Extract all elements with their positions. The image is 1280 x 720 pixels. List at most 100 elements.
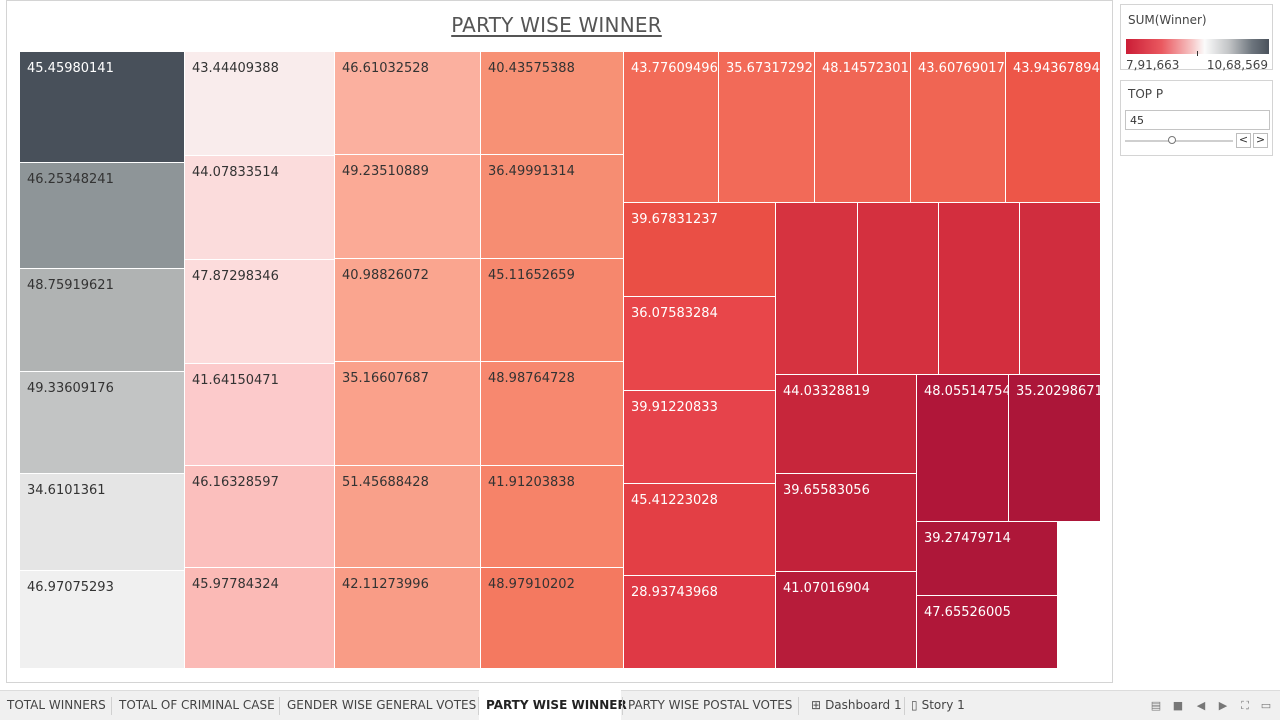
previous-sheet-icon[interactable]: ◀ bbox=[1196, 699, 1206, 712]
next-sheet-icon[interactable]: ▶ bbox=[1218, 699, 1228, 712]
sheet-tab[interactable]: ⊞ Dashboard 1 bbox=[805, 691, 903, 720]
treemap-tile[interactable]: 28.93743968 bbox=[624, 576, 776, 669]
treemap-tile[interactable]: 48.97910202 bbox=[481, 568, 624, 669]
tile-label: 47.87298346 bbox=[192, 269, 279, 284]
sheet-tab[interactable]: PARTY WISE WINNER bbox=[479, 690, 627, 720]
treemap-tile[interactable]: 43.60769017 bbox=[911, 52, 1006, 203]
treemap-tile[interactable]: 45.41223028 bbox=[624, 484, 776, 576]
increment-button[interactable]: > bbox=[1253, 133, 1268, 148]
treemap-tile[interactable]: 49.33609176 bbox=[20, 372, 185, 474]
treemap-tile[interactable] bbox=[939, 203, 1020, 375]
tile-label: 46.25348241 bbox=[27, 172, 114, 187]
filmstrip-icon[interactable]: ■ bbox=[1172, 699, 1184, 712]
sheet-tab[interactable]: TOTAL WINNERS bbox=[0, 691, 110, 720]
parameter-title: TOP P bbox=[1128, 87, 1164, 101]
device-preview-icon[interactable]: ▭ bbox=[1260, 699, 1272, 712]
treemap-tile[interactable] bbox=[858, 203, 939, 375]
parameter-control: TOP P < > bbox=[1120, 80, 1273, 156]
treemap-tile[interactable]: 43.94367894 bbox=[1006, 52, 1101, 203]
legend-gradient-bar bbox=[1126, 39, 1269, 54]
dashboard-icon: ⊞ bbox=[811, 698, 822, 712]
tile-label: 49.33609176 bbox=[27, 381, 114, 396]
sheet-tab-label: PARTY WISE POSTAL VOTES bbox=[628, 698, 793, 712]
treemap-tile[interactable] bbox=[776, 203, 858, 375]
legend-max-label: 10,68,569 bbox=[1206, 58, 1268, 72]
tile-label: 41.07016904 bbox=[783, 581, 870, 596]
tab-separator bbox=[279, 697, 280, 715]
tile-label: 35.20298671 bbox=[1016, 384, 1103, 399]
sheet-tab[interactable]: PARTY WISE POSTAL VOTES bbox=[621, 691, 797, 720]
treemap-tile[interactable]: 35.16607687 bbox=[335, 362, 481, 466]
treemap-tile[interactable]: 41.91203838 bbox=[481, 466, 624, 568]
tile-label: 46.97075293 bbox=[27, 580, 114, 595]
treemap-tile[interactable]: 35.67317292 bbox=[719, 52, 815, 203]
tile-label: 39.91220833 bbox=[631, 400, 718, 415]
treemap-tile[interactable]: 47.87298346 bbox=[185, 260, 335, 364]
tile-label: 39.65583056 bbox=[783, 483, 870, 498]
tile-label: 41.64150471 bbox=[192, 373, 279, 388]
treemap-tile[interactable] bbox=[1020, 203, 1101, 375]
sheet-tab[interactable]: ▯ Story 1 bbox=[905, 691, 975, 720]
treemap-tile[interactable]: 46.16328597 bbox=[185, 466, 335, 568]
tile-label: 42.11273996 bbox=[342, 577, 429, 592]
treemap-tile[interactable]: 36.49991314 bbox=[481, 155, 624, 259]
treemap-tile[interactable]: 48.05514754 bbox=[917, 375, 1011, 522]
tile-label: 39.27479714 bbox=[924, 531, 1011, 546]
treemap-tile[interactable]: 39.67831237 bbox=[624, 203, 776, 297]
treemap-tile[interactable]: 40.43575388 bbox=[481, 52, 624, 155]
treemap-tile[interactable]: 45.45980141 bbox=[20, 52, 185, 163]
sheet-tab-strip: TOTAL WINNERS TOTAL OF CRIMINAL CASE GENDE… bbox=[0, 690, 1280, 720]
decrement-button[interactable]: < bbox=[1236, 133, 1251, 148]
treemap-tile[interactable]: 49.23510889 bbox=[335, 155, 481, 259]
treemap-tile[interactable]: 46.25348241 bbox=[20, 163, 185, 269]
treemap-tile[interactable]: 46.97075293 bbox=[20, 571, 185, 669]
treemap-tile[interactable]: 45.11652659 bbox=[481, 259, 624, 362]
legend-title: SUM(Winner) bbox=[1128, 13, 1207, 27]
tile-label: 44.03328819 bbox=[783, 384, 870, 399]
parameter-value-input[interactable] bbox=[1125, 110, 1270, 130]
treemap-tile[interactable]: 41.07016904 bbox=[776, 572, 917, 669]
treemap-tile[interactable]: 43.77609496 bbox=[624, 52, 719, 203]
treemap-tile[interactable]: 35.20298671 bbox=[1009, 375, 1103, 522]
sheet-tab-label: Story 1 bbox=[921, 698, 965, 712]
sheet-tab-label: TOTAL WINNERS bbox=[7, 698, 106, 712]
treemap-tile[interactable]: 39.27479714 bbox=[917, 522, 1058, 596]
treemap-tile[interactable]: 39.91220833 bbox=[624, 391, 776, 484]
presentation-mode-icon[interactable]: ⛶ bbox=[1241, 699, 1249, 712]
tile-label: 36.49991314 bbox=[488, 164, 575, 179]
treemap-tile[interactable]: 41.64150471 bbox=[185, 364, 335, 466]
treemap-tile[interactable]: 40.98826072 bbox=[335, 259, 481, 362]
tile-label: 34.6101361 bbox=[27, 483, 106, 498]
tab-separator bbox=[798, 697, 799, 715]
tile-label: 48.14572301 bbox=[822, 61, 909, 76]
sheet-sorter-icon[interactable]: ▤ bbox=[1150, 699, 1162, 712]
tile-label: 35.67317292 bbox=[726, 61, 813, 76]
tile-label: 48.98764728 bbox=[488, 371, 575, 386]
treemap: 45.45980141 46.25348241 48.75919621 49.3360… bbox=[20, 52, 1103, 669]
treemap-tile[interactable]: 44.03328819 bbox=[776, 375, 917, 474]
treemap-tile[interactable]: 43.44409388 bbox=[185, 52, 335, 156]
sheet-tab[interactable]: TOTAL OF CRIMINAL CASE bbox=[112, 691, 278, 720]
treemap-tile[interactable]: 42.11273996 bbox=[335, 568, 481, 669]
treemap-tile[interactable]: 48.98764728 bbox=[481, 362, 624, 466]
treemap-tile[interactable]: 44.07833514 bbox=[185, 156, 335, 260]
tile-label: 41.91203838 bbox=[488, 475, 575, 490]
tile-label: 35.16607687 bbox=[342, 371, 429, 386]
sheet-tab[interactable]: GENDER WISE GENERAL VOTES bbox=[280, 691, 477, 720]
tab-separator bbox=[622, 697, 623, 715]
treemap-tile[interactable]: 48.75919621 bbox=[20, 269, 185, 372]
treemap-tile[interactable]: 51.45688428 bbox=[335, 466, 481, 568]
treemap-tile[interactable]: 36.07583284 bbox=[624, 297, 776, 391]
treemap-tile[interactable]: 34.6101361 bbox=[20, 474, 185, 571]
treemap-tile[interactable]: 48.14572301 bbox=[815, 52, 911, 203]
parameter-slider-track[interactable] bbox=[1125, 140, 1233, 142]
tile-label: 46.16328597 bbox=[192, 475, 279, 490]
parameter-slider-thumb[interactable] bbox=[1168, 136, 1176, 144]
treemap-tile[interactable]: 46.61032528 bbox=[335, 52, 481, 155]
tile-label: 44.07833514 bbox=[192, 165, 279, 180]
treemap-tile[interactable]: 45.97784324 bbox=[185, 568, 335, 669]
tile-label: 45.97784324 bbox=[192, 577, 279, 592]
treemap-tile[interactable]: 47.65526005 bbox=[917, 596, 1058, 669]
treemap-tile[interactable]: 39.65583056 bbox=[776, 474, 917, 572]
tile-label: 45.41223028 bbox=[631, 493, 718, 508]
